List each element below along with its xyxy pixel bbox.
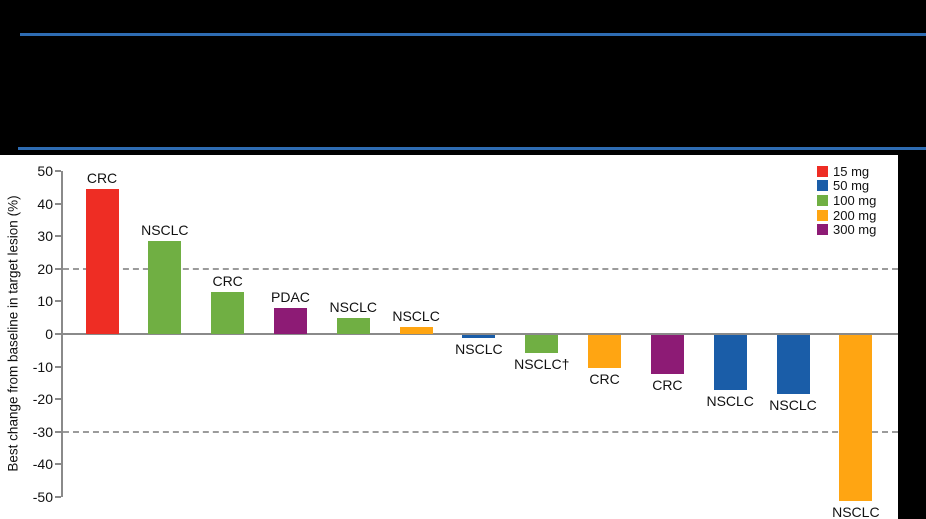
bar-label-7: NSCLC [455, 341, 503, 358]
y-tick-label--50: -50 [32, 489, 53, 505]
y-tick-40 [55, 202, 61, 205]
bar-9-CRC [588, 335, 622, 368]
bar-label-6: NSCLC [392, 308, 440, 325]
legend-swatch-15mg [817, 165, 828, 177]
header-rule-top [20, 33, 926, 36]
bar-label-8: NSCLC† [514, 355, 570, 372]
bar-4-PDAC [273, 307, 307, 334]
zero-baseline [63, 333, 898, 335]
bar-label-1: CRC [86, 169, 118, 186]
bar-7-NSCLC [462, 335, 496, 339]
reference-line--30 [63, 430, 898, 433]
bar-label-10: CRC [652, 377, 683, 394]
y-axis-line [61, 171, 63, 497]
y-tick-50 [55, 170, 61, 172]
legend-item-100mg: 100 mg [817, 193, 876, 208]
plot-area: 50 40 30 20 10 0 -10 -20 -30 -40 -50 CRC NSCLC CRC PDA… [0, 155, 898, 519]
bar-1-CRC [85, 188, 119, 334]
header-rule-bottom [18, 147, 926, 150]
legend-label-50mg: 50 mg [833, 178, 870, 194]
legend-label-15mg: 15 mg [833, 163, 870, 179]
legend-swatch-50mg [817, 180, 828, 192]
y-tick-label--30: -30 [32, 423, 53, 440]
legend-item-15mg: 15 mg [817, 164, 876, 179]
bar-12-NSCLC [776, 335, 810, 394]
legend-swatch-100mg [817, 194, 828, 206]
y-tick-label-10: 10 [37, 293, 53, 310]
legend-item-200mg: 200 mg [817, 208, 876, 223]
bar-6-NSCLC [399, 327, 433, 334]
legend-swatch-200mg [817, 209, 828, 221]
bar-label-12: NSCLC [769, 396, 817, 413]
bar-11-NSCLC [713, 335, 747, 391]
bar-5-NSCLC [336, 317, 370, 334]
y-tick-10 [55, 300, 61, 303]
y-tick--20 [55, 398, 61, 401]
y-tick-0 [55, 333, 61, 335]
y-tick-30 [55, 235, 61, 238]
legend-item-300mg: 300 mg [817, 222, 876, 237]
legend-label-200mg: 200 mg [833, 207, 877, 223]
y-tick-label--10: -10 [32, 358, 53, 375]
bar-label-9: CRC [589, 370, 620, 387]
y-tick-label-30: 30 [37, 228, 53, 245]
legend-swatch-300mg [817, 224, 828, 236]
bar-label-13: NSCLC [832, 504, 880, 519]
y-tick-label-0: 0 [45, 326, 53, 342]
reference-line-20 [63, 267, 898, 270]
bar-3-CRC [211, 291, 245, 334]
bar-label-3: CRC [212, 272, 243, 289]
y-tick-label--20: -20 [32, 391, 53, 408]
y-tick--40 [55, 463, 61, 466]
legend-label-100mg: 100 mg [833, 192, 877, 208]
bar-8-NSCLC [525, 335, 559, 353]
y-tick-20 [55, 267, 61, 270]
y-tick-label-40: 40 [37, 195, 53, 212]
bar-13-NSCLC [839, 335, 873, 502]
y-tick--10 [55, 365, 61, 368]
bar-label-5: NSCLC [329, 298, 377, 315]
bar-label-2: NSCLC [141, 222, 189, 239]
y-tick--50 [55, 496, 61, 498]
bar-label-11: NSCLC [706, 393, 754, 410]
legend-label-300mg: 300 mg [833, 222, 877, 238]
y-tick-label-20: 20 [37, 260, 53, 277]
waterfall-chart: Best change from baseline in target lesi… [0, 155, 898, 519]
y-tick--30 [55, 430, 61, 433]
y-tick-label-50: 50 [37, 163, 53, 179]
y-tick-label--40: -40 [32, 456, 53, 473]
legend-item-50mg: 50 mg [817, 178, 876, 194]
bar-10-CRC [650, 335, 684, 375]
bar-label-4: PDAC [271, 288, 310, 305]
bar-2-NSCLC [148, 241, 182, 334]
legend: 15 mg 50 mg 100 mg 200 mg 300 mg [817, 164, 876, 237]
